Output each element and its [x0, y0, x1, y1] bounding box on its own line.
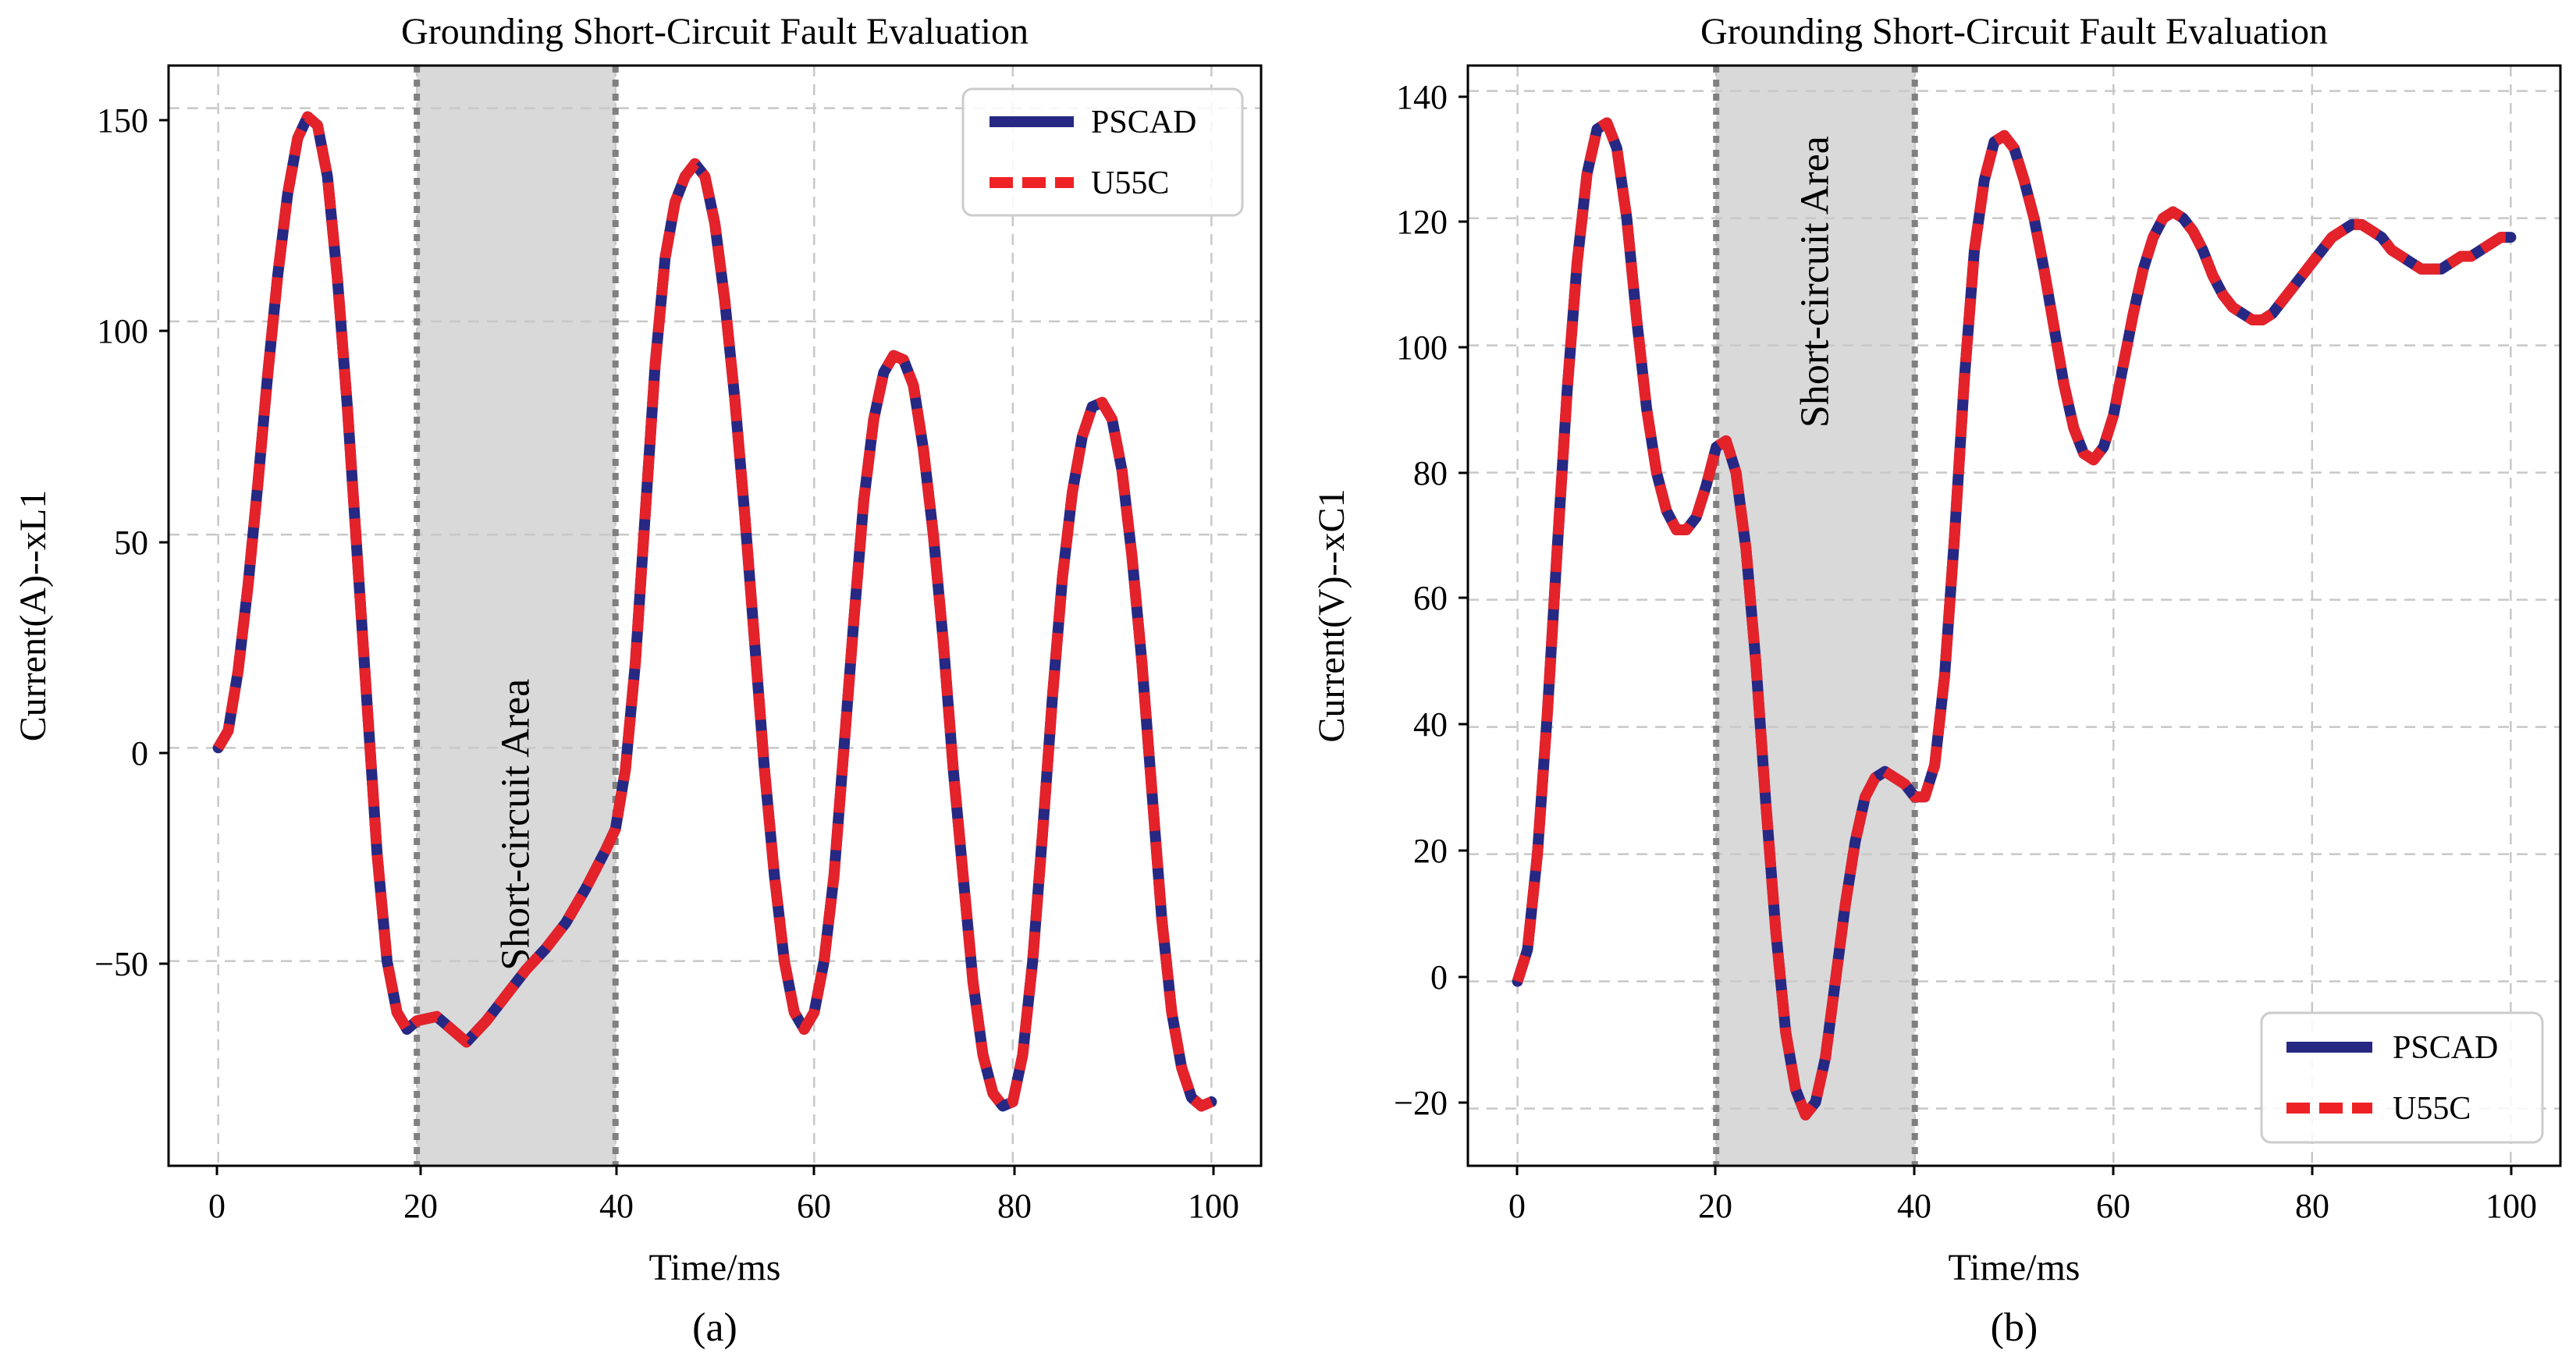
x-axis-b: 0 20 40 60 80 100 Time/ms	[1508, 1166, 2537, 1288]
y-tick-label: 140	[1396, 78, 1448, 116]
axes-frame-a	[167, 64, 1263, 1167]
shaded-region-label-a: Short-circuit Area	[493, 679, 538, 971]
legend-b: PSCAD U55C	[2260, 1011, 2544, 1144]
caption-a: (a)	[692, 1305, 737, 1350]
x-axis-label-b: Time/ms	[1949, 1247, 2080, 1288]
legend-label-pscad: PSCAD	[1091, 105, 1196, 140]
chart-panel-b: Grounding Short-Circuit Fault Evaluation…	[1311, 11, 2562, 1350]
x-tick-label: 20	[1698, 1187, 1732, 1225]
x-tick-label: 60	[2096, 1187, 2130, 1225]
axes-frame-b	[1466, 64, 2562, 1167]
x-tick-label: 100	[2485, 1187, 2537, 1225]
y-tick-label: 60	[1413, 579, 1448, 617]
x-tick-label: 80	[997, 1187, 1032, 1225]
y-axis-label-a: Current(A)--xL1	[12, 490, 54, 742]
y-tick-label: 40	[1413, 705, 1448, 744]
y-tick-label: 0	[131, 734, 148, 773]
shaded-region-a	[417, 66, 616, 1166]
y-tick-label: 20	[1413, 832, 1448, 870]
legend-label-pscad: PSCAD	[2393, 1030, 2498, 1066]
legend-label-u55c: U55C	[1091, 165, 1169, 201]
y-axis-a: −50 0 50 100 150 Current(A)--xL1	[12, 101, 169, 983]
chart-title-b: Grounding Short-Circuit Fault Evaluation	[1700, 11, 2328, 52]
x-axis-a: 0 20 40 60 80 100 Time/ms	[208, 1166, 1239, 1288]
x-tick-label: 40	[1897, 1187, 1931, 1225]
chart-panel-a: Grounding Short-Circuit Fault Evaluation…	[12, 11, 1263, 1350]
y-tick-label: 100	[97, 312, 148, 350]
y-tick-label: 50	[114, 524, 148, 562]
caption-b: (b)	[1991, 1305, 2038, 1350]
y-tick-label: 120	[1396, 203, 1448, 241]
x-tick-label: 80	[2295, 1187, 2329, 1225]
x-tick-label: 0	[1508, 1187, 1526, 1225]
x-axis-label-a: Time/ms	[649, 1247, 781, 1288]
x-tick-label: 60	[797, 1187, 831, 1225]
y-tick-label: 80	[1413, 454, 1448, 492]
x-tick-label: 40	[599, 1187, 634, 1225]
y-axis-b: −20 0 20 40 60 80 100 120 140 Current(V)…	[1311, 78, 1468, 1122]
y-tick-label: 150	[97, 101, 148, 140]
x-tick-label: 0	[208, 1187, 226, 1225]
y-tick-label: 100	[1396, 329, 1448, 367]
series-u55c-line-a	[213, 111, 1214, 1112]
y-axis-label-b: Current(V)--xC1	[1311, 488, 1352, 742]
x-tick-label: 100	[1188, 1187, 1239, 1225]
y-tick-label: 0	[1430, 958, 1448, 996]
y-tick-label: −20	[1394, 1084, 1448, 1122]
legend-label-u55c: U55C	[2393, 1091, 2471, 1127]
y-tick-label: −50	[94, 945, 148, 983]
x-tick-label: 20	[403, 1187, 438, 1225]
chart-title-a: Grounding Short-Circuit Fault Evaluation	[401, 11, 1029, 52]
legend-a: PSCAD U55C	[961, 87, 1244, 217]
shaded-region-label-b: Short-circuit Area	[1793, 136, 1837, 428]
series-u55c-line-b	[1512, 117, 2511, 1121]
